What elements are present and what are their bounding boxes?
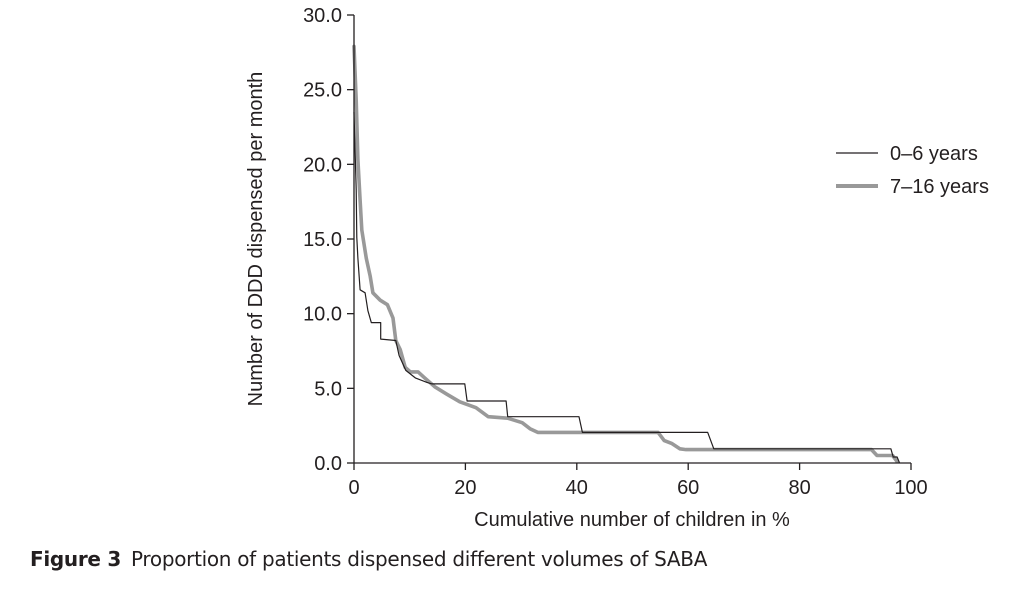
series-line-0-6-years xyxy=(353,111,900,463)
y-tick-label: 5.0 xyxy=(314,378,342,400)
figure-number: Figure 3 xyxy=(30,547,121,571)
plot-series xyxy=(352,44,900,464)
y-tick-label: 25.0 xyxy=(303,80,342,102)
x-tick-label: 100 xyxy=(894,477,927,499)
x-axis-title: Cumulative number of children in % xyxy=(474,509,790,531)
x-tick-label: 0 xyxy=(348,477,359,499)
x-tick-label: 40 xyxy=(566,477,588,499)
y-ticks: 0.0 5.0 10.0 15.0 20.0 25.0 30.0 xyxy=(303,5,354,475)
figure-caption: Figure 3 Proportion of patients dispensed… xyxy=(30,547,707,571)
x-tick-label: 20 xyxy=(454,477,476,499)
y-axis-title: Number of DDD dispensed per month xyxy=(245,72,267,407)
legend: 0–6 years 7–16 years xyxy=(836,143,989,198)
y-tick-label: 30.0 xyxy=(303,5,342,27)
y-tick-label: 10.0 xyxy=(303,304,342,326)
y-tick-label: 20.0 xyxy=(303,154,342,176)
x-tick-label: 60 xyxy=(677,477,699,499)
axes: 0.0 5.0 10.0 15.0 20.0 25.0 30.0 0 20 40 60 80 100 xyxy=(303,5,928,499)
series-line-7-16-years xyxy=(352,44,899,464)
x-tick-label: 80 xyxy=(788,477,810,499)
y-tick-label: 0.0 xyxy=(314,453,342,475)
legend-label-7-16-years: 7–16 years xyxy=(890,176,989,198)
legend-label-0-6-years: 0–6 years xyxy=(890,143,978,165)
y-tick-label: 15.0 xyxy=(303,229,342,251)
caption-text: Proportion of patients dispensed differe… xyxy=(130,547,708,571)
x-ticks: 0 20 40 60 80 100 xyxy=(348,463,928,499)
chart: 0.05.010.015.020.025.030.0 0 20 40 60 80 100 … xyxy=(245,5,989,531)
